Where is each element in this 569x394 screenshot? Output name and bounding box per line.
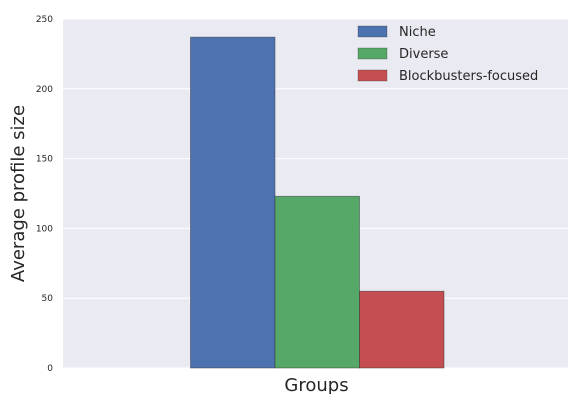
legend-label: Blockbusters-focused	[399, 69, 538, 84]
legend-swatch	[357, 47, 388, 60]
legend-label: Diverse	[399, 47, 448, 62]
x-axis-label: Groups	[284, 375, 348, 394]
y-tick-label: 200	[36, 85, 53, 95]
bars	[190, 36, 445, 369]
legend-swatch	[357, 25, 388, 38]
y-tick-label: 100	[36, 224, 53, 234]
y-axis-ticks: 0 50 100 150 200 250	[36, 15, 53, 374]
y-axis-label: Average profile size	[8, 105, 29, 282]
legend-label: Niche	[399, 25, 436, 40]
bar-niche	[190, 36, 276, 369]
y-tick-label: 150	[36, 155, 53, 165]
y-tick-label: 0	[47, 364, 53, 374]
legend-swatch	[357, 69, 388, 82]
y-tick-label: 250	[36, 15, 53, 25]
bar-diverse	[274, 195, 360, 369]
legend: Niche Diverse Blockbusters-focused	[357, 25, 538, 84]
bar-blockbusters-focused	[359, 290, 445, 369]
y-tick-label: 50	[42, 294, 54, 304]
